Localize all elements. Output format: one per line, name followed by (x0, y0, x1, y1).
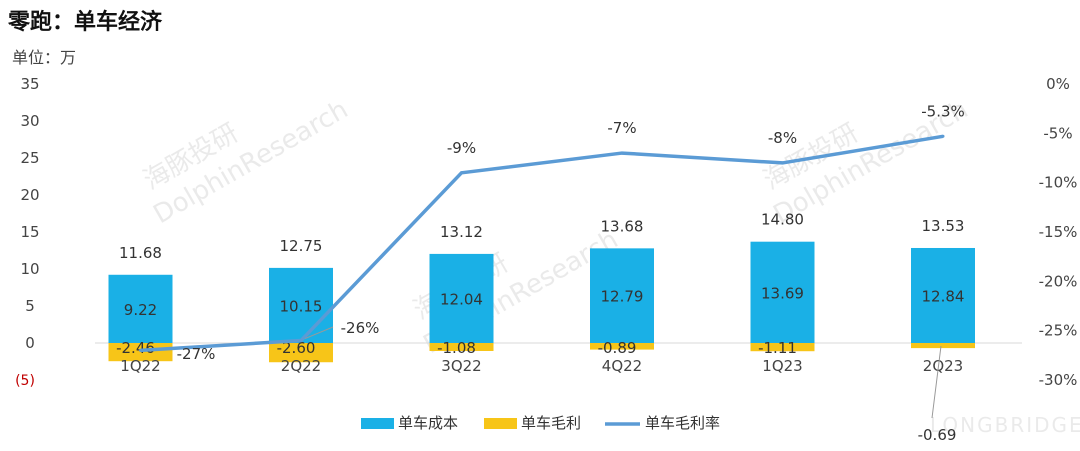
legend-rate-label: 单车毛利率 (645, 414, 720, 432)
cost-value-label: 9.22 (124, 301, 157, 319)
legend-cost-label: 单车成本 (398, 414, 458, 432)
rate-label: -7% (607, 119, 636, 137)
legend-margin-label: 单车毛利 (521, 414, 581, 432)
rate-label: -8% (768, 129, 797, 147)
right-axis-tick-label: -10% (1039, 174, 1078, 192)
margin-bar (108, 343, 173, 362)
cost-bar (429, 253, 494, 343)
right-axis-tick-label: -20% (1039, 272, 1078, 290)
margin-bar (429, 343, 494, 351)
margin-rate-point (139, 348, 142, 352)
margin-value-label: -1.08 (437, 339, 476, 357)
margin-value-label: -2.60 (277, 339, 316, 357)
legend-cost-swatch (361, 418, 394, 429)
cost-bar (269, 267, 333, 343)
cost-value-label: 12.84 (922, 287, 965, 305)
cost-bar (108, 274, 173, 343)
left-axis-tick-label: 0 (25, 334, 35, 352)
right-axis-tick-label: -30% (1039, 371, 1078, 389)
unit-label: 单位：万 (12, 48, 77, 67)
left-axis-tick-label: 35 (20, 75, 39, 93)
total-value-label: 13.12 (440, 223, 483, 241)
rate-label: -9% (447, 139, 476, 157)
left-axis-tick-label: 10 (20, 260, 39, 278)
left-axis-tick-label: 20 (20, 186, 39, 204)
cost-value-label: 12.79 (601, 288, 644, 306)
left-axis-tick-label: 5 (25, 297, 35, 315)
cost-bar (590, 248, 654, 343)
right-axis-tick-label: -15% (1039, 223, 1078, 241)
margin-rate-point (460, 171, 463, 175)
margin-rate-point (620, 151, 624, 155)
total-value-label: 11.68 (119, 244, 162, 262)
category-label: 2Q22 (281, 357, 321, 375)
margin-rate-point (781, 161, 784, 165)
margin-value-label: -1.11 (758, 339, 797, 357)
cost-value-label: 12.04 (440, 290, 483, 308)
left-axis-tick-label: 15 (20, 223, 39, 241)
margin-rate-point (299, 339, 303, 343)
cost-value-label: 10.15 (280, 297, 323, 315)
margin-rate-line (140, 134, 944, 353)
margin-bar (911, 343, 975, 349)
margin-value-label: -0.89 (598, 339, 637, 357)
cost-value-label: 13.69 (761, 284, 804, 302)
watermark-longbridge: LONGBRIDGE (930, 413, 1080, 437)
category-label: 3Q22 (441, 357, 481, 375)
cost-bar (750, 241, 815, 343)
total-value-label: 14.80 (761, 211, 804, 229)
left-axis-tick-label: (5) (15, 373, 35, 389)
left-axis-tick-label: 25 (20, 149, 39, 167)
cost-bar (911, 247, 975, 343)
rate-label: -27% (177, 345, 216, 363)
total-value-label: 13.53 (922, 217, 965, 235)
rate-label-leader-line (304, 326, 334, 339)
margin-value-label: -0.69 (918, 426, 957, 444)
right-axis-tick-label: -25% (1039, 322, 1078, 340)
right-axis-tick-label: 0% (1046, 75, 1070, 93)
margin-rate-point (941, 134, 945, 138)
legend-margin-swatch (484, 418, 517, 429)
left-axis-tick-label: 30 (20, 112, 39, 130)
margin-bar (269, 343, 333, 363)
right-axis-tick-label: -5% (1043, 124, 1072, 142)
category-label: 4Q22 (602, 357, 642, 375)
category-label: 1Q23 (762, 357, 802, 375)
category-label: 1Q22 (120, 357, 160, 375)
total-value-label: 13.68 (601, 217, 644, 235)
total-value-label: 12.75 (280, 237, 323, 255)
rate-label: -26% (341, 319, 380, 337)
margin-label-leader-line (931, 345, 942, 419)
margin-bar (590, 343, 654, 350)
margin-bar (750, 343, 815, 352)
rate-label: -5.3% (921, 102, 965, 120)
category-label: 2Q23 (923, 357, 963, 375)
margin-value-label: -2.46 (116, 339, 155, 357)
chart-title: 零跑：单车经济 (8, 10, 163, 35)
